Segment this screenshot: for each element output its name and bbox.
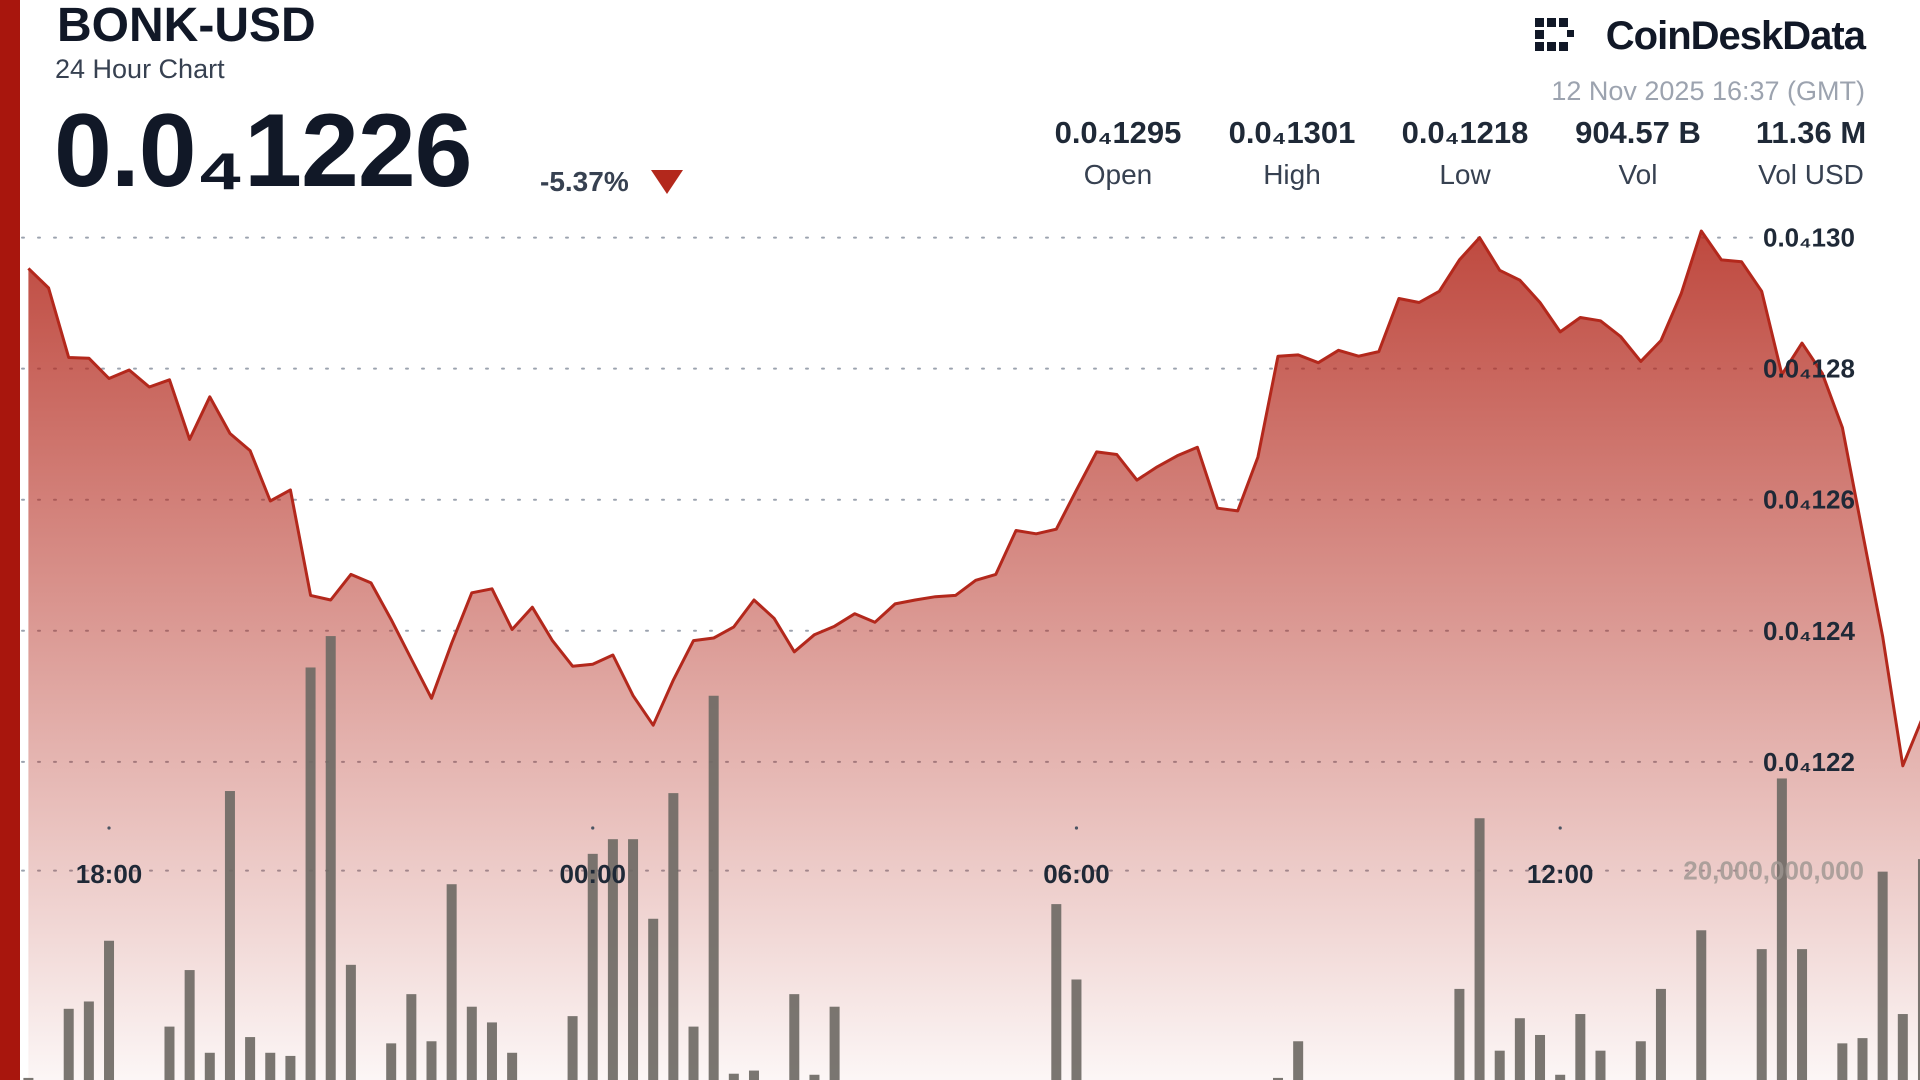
x-tick-dot — [1074, 826, 1079, 830]
volume-bar — [628, 839, 639, 1080]
y-tick-label: 0.0₄122 — [1763, 747, 1855, 777]
volume-bar — [224, 791, 235, 1080]
volume-bar — [1474, 818, 1485, 1080]
volume-bar — [507, 1052, 518, 1080]
volume-bar — [446, 884, 457, 1080]
stat-label: High — [1263, 159, 1321, 190]
stat: 11.36 M Vol USD — [1726, 115, 1896, 191]
y-tick-label: 0.0₄130 — [1763, 223, 1855, 253]
brand: CoinDeskData — [1605, 14, 1866, 58]
price-area — [28, 231, 1920, 1080]
volume-bar — [708, 695, 719, 1080]
stat: 904.57 B Vol — [1553, 115, 1723, 191]
volume-bar — [486, 1022, 497, 1080]
stat-value: 904.57 B — [1575, 115, 1701, 150]
volume-bar — [305, 667, 316, 1080]
volume-bar — [688, 1026, 699, 1080]
volume-bar — [204, 1052, 215, 1080]
stat: 0.0₄1295 Open — [1033, 115, 1203, 191]
volume-bar — [184, 970, 195, 1080]
down-arrow — [651, 170, 683, 194]
volume-bar — [648, 918, 659, 1080]
x-tick-label: 00:00 — [559, 859, 626, 889]
subtitle: 24 Hour Chart — [55, 54, 225, 84]
volume-bar — [728, 1073, 739, 1080]
volume-bar — [748, 1070, 759, 1080]
volume-bar — [607, 839, 618, 1080]
stat-label: Low — [1439, 159, 1491, 190]
volume-bar — [285, 1055, 296, 1080]
volume-bar — [1776, 778, 1787, 1080]
volume-bar — [345, 964, 356, 1080]
price-line — [27, 229, 1920, 768]
volume-bar — [1454, 988, 1465, 1080]
stat-value: 0.0₄1295 — [1054, 115, 1182, 150]
y2-tick-label: 20,000,000,000 — [1683, 856, 1864, 886]
volume-bar — [265, 1052, 276, 1080]
volume-bar — [1051, 904, 1062, 1080]
volume-bar — [1917, 859, 1920, 1080]
x-tick-dot — [107, 826, 111, 830]
volume-bar — [567, 1016, 578, 1080]
x-tick-dot — [591, 826, 595, 830]
volume-bar — [466, 1006, 477, 1080]
volume-bar — [1273, 1077, 1284, 1080]
volume-bar — [1655, 988, 1666, 1080]
volume-bar — [104, 940, 115, 1080]
logo-icon — [1535, 18, 1574, 51]
stat-label: Open — [1083, 159, 1153, 190]
x-tick-label: 06:00 — [1043, 859, 1110, 889]
stat-value: 11.36 M — [1755, 115, 1867, 150]
volume-bar — [1696, 930, 1707, 1080]
volume-bar — [1837, 1043, 1848, 1080]
volume-bar — [1897, 1014, 1908, 1080]
volume-bar — [1635, 1041, 1646, 1080]
volume-bar — [1535, 1034, 1546, 1080]
volume-bar — [789, 994, 800, 1080]
volume-bar — [587, 853, 598, 1080]
x-tick-label: 12:00 — [1527, 859, 1594, 889]
volume-bar — [809, 1074, 820, 1080]
volume-bar — [23, 1077, 34, 1080]
volume-bar — [1071, 979, 1082, 1080]
stat-value: 0.0₄1218 — [1401, 115, 1529, 150]
stat: 0.0₄1218 Low — [1380, 115, 1550, 191]
volume-bar — [426, 1041, 437, 1080]
volume-bar — [1575, 1014, 1586, 1080]
volume-bar — [1514, 1018, 1525, 1080]
volume-bar — [164, 1026, 175, 1080]
volume-bar — [63, 1008, 74, 1080]
stat-label: Vol USD — [1758, 159, 1864, 190]
volume-bar — [245, 1037, 256, 1080]
volume-bar — [1797, 949, 1808, 1080]
y-tick-label: 0.0₄128 — [1763, 354, 1855, 384]
price: 0.0₄1226 — [54, 93, 472, 209]
volume-bar — [1293, 1041, 1304, 1080]
volume-bar — [83, 1001, 94, 1080]
x-tick-label: 18:00 — [76, 859, 143, 889]
stat-value: 0.0₄1301 — [1228, 115, 1356, 150]
volume-bar — [1877, 871, 1888, 1080]
volume-bar — [1555, 1074, 1566, 1080]
timestamp: 12 Nov 2025 16:37 (GMT) — [1551, 76, 1865, 106]
stat: 0.0₄1301 High — [1207, 115, 1377, 191]
volume-bar — [668, 793, 679, 1080]
volume-bar — [1494, 1050, 1505, 1080]
symbol: BONK-USD — [57, 0, 316, 52]
change: -5.37% — [540, 166, 629, 197]
volume-bar — [1756, 949, 1767, 1080]
accent-bar — [0, 0, 20, 1080]
volume-bar — [1857, 1038, 1868, 1080]
y-tick-label: 0.0₄124 — [1763, 616, 1855, 646]
volume-bar — [829, 1006, 840, 1080]
x-tick-dot — [1558, 826, 1562, 830]
volume-bar — [325, 636, 336, 1080]
volume-bar — [406, 994, 417, 1080]
volume-bar — [386, 1043, 397, 1080]
stat-label: Vol — [1618, 159, 1658, 190]
y-tick-label: 0.0₄126 — [1763, 485, 1855, 515]
volume-bar — [1595, 1050, 1606, 1080]
